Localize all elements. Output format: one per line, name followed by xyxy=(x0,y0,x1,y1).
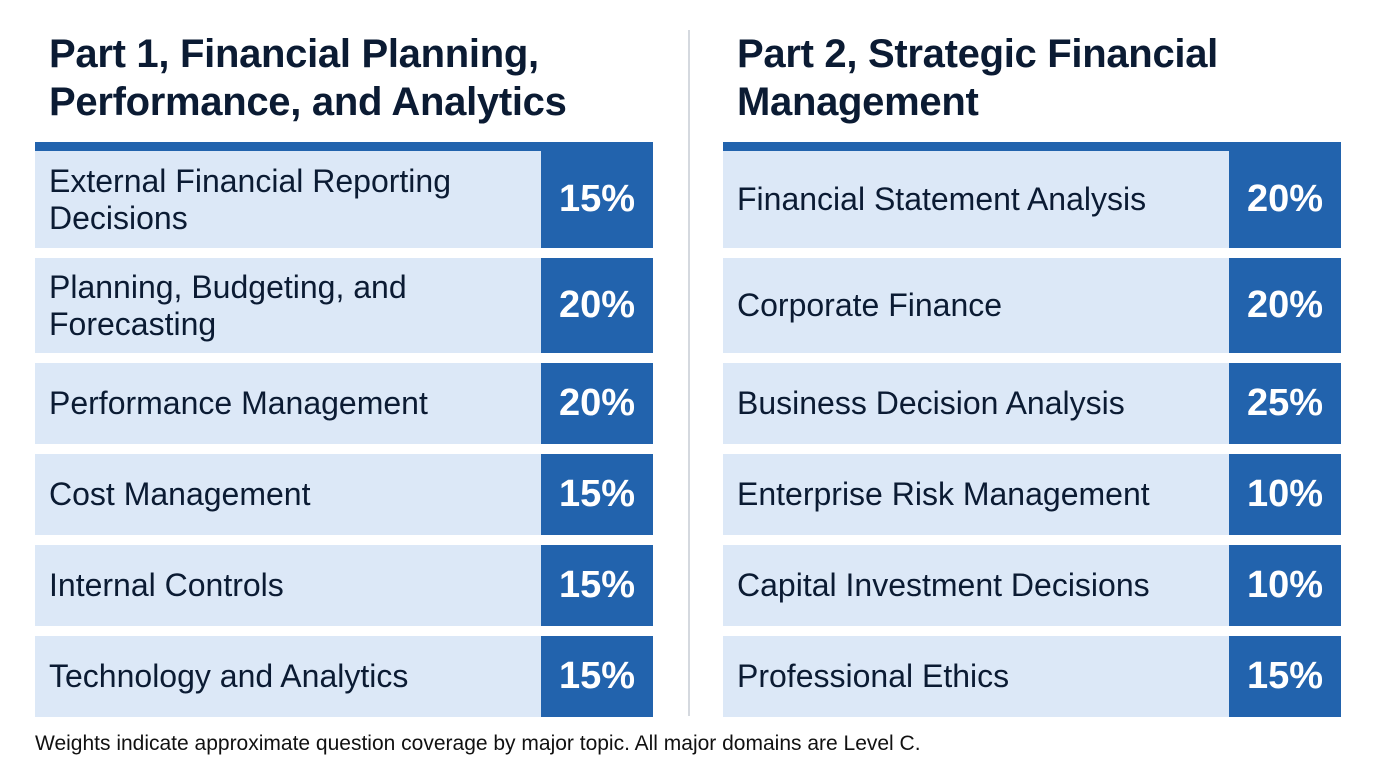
topic-label-cell: Professional Ethics xyxy=(723,636,1229,717)
topic-label-cell: Financial Statement Analysis xyxy=(723,151,1229,248)
part-1-header-rule xyxy=(35,142,653,151)
topic-weight: 20% xyxy=(1229,151,1341,248)
topic-weight: 15% xyxy=(541,636,653,717)
topic-weight: 15% xyxy=(1229,636,1341,717)
topic-label-cell: External Financial Reporting Decisions xyxy=(35,151,541,248)
topic-label-cell: Technology and Analytics xyxy=(35,636,541,717)
topic-label: Cost Management xyxy=(49,476,311,512)
topic-label: Enterprise Risk Management xyxy=(737,476,1150,512)
topic-row: Professional Ethics 15% xyxy=(723,636,1341,717)
topic-row: Planning, Budgeting, and Forecasting 20% xyxy=(35,258,653,353)
topic-weight: 20% xyxy=(541,363,653,444)
topic-row: Business Decision Analysis 25% xyxy=(723,363,1341,444)
topic-label: Business Decision Analysis xyxy=(737,385,1125,421)
topic-label: Financial Statement Analysis xyxy=(737,181,1147,217)
topic-label: Corporate Finance xyxy=(737,287,1003,323)
topic-row: Performance Management 20% xyxy=(35,363,653,444)
topic-weight: 20% xyxy=(1229,258,1341,353)
topic-label-cell: Enterprise Risk Management xyxy=(723,454,1229,535)
topic-label-cell: Cost Management xyxy=(35,454,541,535)
part-2-title-line-1: Part 2, Strategic Financial xyxy=(737,32,1218,76)
topic-weight: 15% xyxy=(541,151,653,248)
footnote: Weights indicate approximate question co… xyxy=(35,732,921,755)
topic-label: Performance Management xyxy=(49,385,428,421)
part-2-title: Part 2, Strategic Financial Management xyxy=(737,30,1218,126)
part-1-title: Part 1, Financial Planning, Performance,… xyxy=(49,30,567,126)
topic-label: Internal Controls xyxy=(49,567,284,603)
topic-row: Corporate Finance 20% xyxy=(723,258,1341,353)
topic-label: Technology and Analytics xyxy=(49,658,409,694)
part-2-topic-list: Financial Statement Analysis 20% Corpora… xyxy=(723,151,1341,727)
topic-label: Planning, Budgeting, and Forecasting xyxy=(49,268,407,342)
topic-label: External Financial Reporting Decisions xyxy=(49,162,451,236)
part-2-header-rule xyxy=(723,142,1341,151)
part-1-topic-list: External Financial Reporting Decisions 15… xyxy=(35,151,653,727)
topic-weight: 25% xyxy=(1229,363,1341,444)
topic-row: Technology and Analytics 15% xyxy=(35,636,653,717)
topic-weight: 10% xyxy=(1229,454,1341,535)
part-2-title-line-2: Management xyxy=(737,80,979,124)
topic-weight: 15% xyxy=(541,454,653,535)
topic-label: Capital Investment Decisions xyxy=(737,567,1150,603)
topic-row: Cost Management 15% xyxy=(35,454,653,535)
column-divider xyxy=(688,30,690,716)
topic-row: External Financial Reporting Decisions 15… xyxy=(35,151,653,248)
topic-row: Financial Statement Analysis 20% xyxy=(723,151,1341,248)
topic-label-cell: Performance Management xyxy=(35,363,541,444)
topic-weight: 15% xyxy=(541,545,653,626)
topic-label-cell: Planning, Budgeting, and Forecasting xyxy=(35,258,541,353)
topic-row: Enterprise Risk Management 10% xyxy=(723,454,1341,535)
topic-label-cell: Internal Controls xyxy=(35,545,541,626)
part-1-title-line-1: Part 1, Financial Planning, xyxy=(49,32,539,76)
topic-label-cell: Capital Investment Decisions xyxy=(723,545,1229,626)
topic-label-cell: Business Decision Analysis xyxy=(723,363,1229,444)
topic-label-cell: Corporate Finance xyxy=(723,258,1229,353)
part-1-title-line-2: Performance, and Analytics xyxy=(49,80,567,124)
topic-weight: 20% xyxy=(541,258,653,353)
topic-row: Capital Investment Decisions 10% xyxy=(723,545,1341,626)
topic-row: Internal Controls 15% xyxy=(35,545,653,626)
topic-label: Professional Ethics xyxy=(737,658,1010,694)
topic-weight: 10% xyxy=(1229,545,1341,626)
